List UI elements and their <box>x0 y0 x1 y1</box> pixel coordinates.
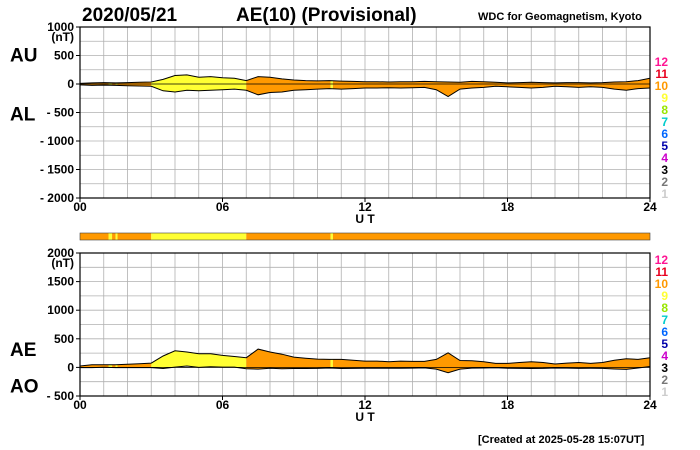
x-tick-label: 06 <box>216 200 230 214</box>
x-tick-label: 18 <box>501 200 515 214</box>
area-segment <box>151 74 247 92</box>
x-axis-label: U T <box>355 410 375 424</box>
y-tick-label: - 500 <box>47 389 75 403</box>
activity-segment <box>330 233 333 240</box>
legend-level-10: 10 <box>655 79 669 93</box>
legend-level-8: 8 <box>661 103 668 117</box>
activity-segment <box>108 233 113 240</box>
legend-level-2: 2 <box>661 373 668 387</box>
series-line-ae <box>80 348 650 367</box>
activity-segment <box>151 233 247 240</box>
legend-level-4: 4 <box>661 349 668 363</box>
legend-level-1: 1 <box>661 187 668 201</box>
source-credit: WDC for Geomagnetism, Kyoto <box>478 11 642 23</box>
chart-title: AE(10) (Provisional) <box>236 5 417 26</box>
legend-level-3: 3 <box>661 361 668 375</box>
y-tick-label: - 500 <box>47 106 75 120</box>
legend-level-5: 5 <box>661 139 668 153</box>
area-segment <box>112 364 116 368</box>
legend-level-6: 6 <box>661 325 668 339</box>
legend-level-5: 5 <box>661 337 668 351</box>
x-tick-label: 00 <box>73 200 87 214</box>
y-tick-label: 0 <box>67 77 74 91</box>
activity-segment <box>246 233 331 240</box>
legend-level-11: 11 <box>655 265 668 279</box>
y-tick-label: 2000 <box>47 246 74 260</box>
x-tick-label: 24 <box>643 200 657 214</box>
legend-level-4: 4 <box>661 151 668 165</box>
y-tick-label: 1000 <box>47 303 74 317</box>
area-segment <box>115 364 118 368</box>
x-tick-label: 00 <box>73 398 87 412</box>
y-tick-label: 500 <box>54 332 74 346</box>
y-unit-label: (nT) <box>51 30 74 44</box>
legend-level-12: 12 <box>655 55 669 69</box>
legend-level-2: 2 <box>661 175 668 189</box>
series-label-al: AL <box>10 105 36 126</box>
series-label-au: AU <box>10 46 37 67</box>
legend-level-7: 7 <box>661 115 668 129</box>
x-tick-label: 12 <box>358 398 372 412</box>
activity-segment <box>80 233 109 240</box>
legend-level-8: 8 <box>661 301 668 315</box>
series-label-ae: AE <box>10 340 36 361</box>
y-tick-label: - 2000 <box>40 191 74 205</box>
x-tick-label: 18 <box>501 398 515 412</box>
activity-segment <box>115 233 118 240</box>
series-label-ao: AO <box>10 377 39 398</box>
activity-level-bar <box>79 232 651 241</box>
x-tick-label: 12 <box>358 200 372 214</box>
x-axis-label: U T <box>355 212 375 226</box>
y-tick-label: 1000 <box>47 20 74 34</box>
activity-bar-frame <box>79 232 651 241</box>
y-tick-label: 1500 <box>47 275 74 289</box>
date-title: 2020/05/21 <box>82 5 178 26</box>
legend-level-3: 3 <box>661 163 668 177</box>
activity-segment <box>332 233 650 240</box>
y-tick-label: - 1000 <box>40 134 74 148</box>
y-tick-label: 0 <box>67 360 74 374</box>
legend-level-10: 10 <box>655 277 669 291</box>
legend-level-9: 9 <box>661 91 668 105</box>
legend-level-12: 12 <box>655 253 669 267</box>
legend-level-1: 1 <box>661 385 668 399</box>
area-segment <box>246 349 331 370</box>
area-segment <box>330 80 333 89</box>
area-segment <box>117 363 152 368</box>
area-segment <box>108 364 113 368</box>
series-line-au <box>80 74 650 84</box>
created-timestamp: [Created at 2025-05-28 15:07UT] <box>478 434 645 446</box>
y-tick-label: - 1500 <box>40 163 74 177</box>
x-tick-label: 24 <box>643 398 657 412</box>
y-tick-label: 500 <box>54 49 74 63</box>
legend-level-6: 6 <box>661 127 668 141</box>
area-segment <box>330 359 333 369</box>
legend-level-7: 7 <box>661 313 668 327</box>
x-tick-label: 06 <box>216 398 230 412</box>
y-unit-label: (nT) <box>51 256 74 270</box>
activity-segment <box>112 233 116 240</box>
area-segment <box>151 350 247 369</box>
legend-level-9: 9 <box>661 289 668 303</box>
series-line-al <box>80 84 650 98</box>
au-al-panel: 1000 500 0 - 500 - 1000 - 1500 - 2000 (nT) 00 06 1… <box>10 20 657 226</box>
ae-ao-panel: 2000 1500 1000 500 0 - 500 (nT) 00 06 12 18 24 U T AE… <box>10 246 657 424</box>
legend-level-11: 11 <box>655 67 668 81</box>
activity-segment <box>117 233 152 240</box>
